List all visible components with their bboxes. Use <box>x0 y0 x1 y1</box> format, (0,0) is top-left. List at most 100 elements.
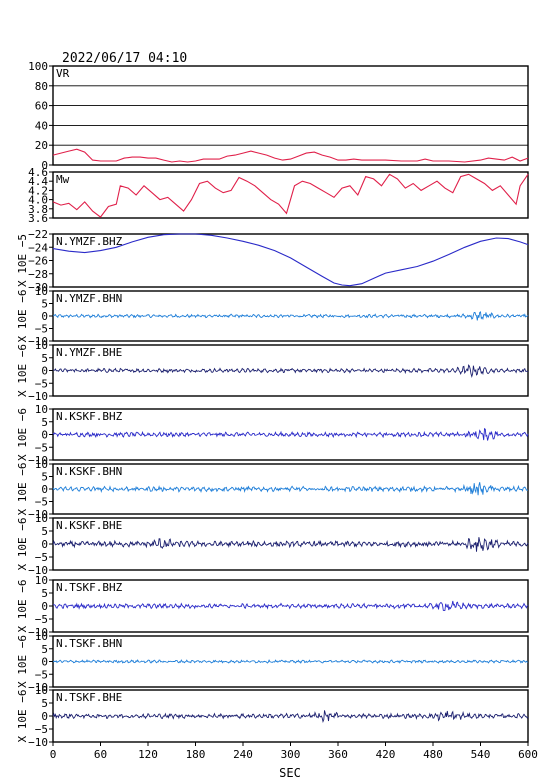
y-tick-label: −5 <box>35 723 48 736</box>
y-tick-label: 0 <box>41 656 48 669</box>
panel-label: N.KSKF.BHE <box>56 519 122 532</box>
y-tick-label: 5 <box>41 643 48 656</box>
panel-n-ymzf-bhz: −22−24−26−28−30 N.YMZF.BHZ X 10E −5 <box>16 228 529 294</box>
y-axis-unit-label: X 10E −6 <box>16 518 29 571</box>
y-tick-label: 0 <box>41 429 48 442</box>
y-tick-label: −10 <box>28 390 48 403</box>
series-line-n-ymzf-bhn <box>52 311 529 321</box>
y-tick-label: −10 <box>28 626 48 639</box>
series-line-n-tskf-bhe <box>52 710 529 724</box>
y-tick-label: −5 <box>35 323 48 336</box>
y-tick-label: 5 <box>41 471 48 484</box>
y-tick-label: −5 <box>35 377 48 390</box>
series-line-vr <box>52 148 529 163</box>
y-tick-label: −10 <box>28 564 48 577</box>
panel-label: VR <box>56 67 70 80</box>
y-axis-unit-label: X 10E −6 <box>16 690 29 743</box>
x-tick-label: 540 <box>471 748 491 761</box>
y-tick-label: 5 <box>41 352 48 365</box>
series-line-n-kskf-bhz <box>52 427 529 441</box>
y-tick-label: 4.6 <box>28 166 48 179</box>
panel-mw: 4.64.44.24.03.83.6 Mw <box>28 166 529 225</box>
y-tick-label: 10 <box>35 458 48 471</box>
y-tick-label: 5 <box>41 298 48 311</box>
y-tick-label: −24 <box>28 241 48 254</box>
series-line-n-ymzf-bhe <box>52 364 529 379</box>
x-tick-label: 420 <box>376 748 396 761</box>
y-tick-label: −5 <box>35 668 48 681</box>
y-tick-label: 3.6 <box>28 212 48 225</box>
y-tick-label: 40 <box>35 119 48 132</box>
y-tick-label: 60 <box>35 100 48 113</box>
y-tick-label: 80 <box>35 80 48 93</box>
series-line-mw <box>52 173 529 218</box>
y-tick-label: −22 <box>28 228 48 241</box>
y-tick-label: −10 <box>28 335 48 348</box>
x-tick-label: 0 <box>50 748 57 761</box>
y-axis-unit-label: X 10E −6 <box>16 635 29 688</box>
y-tick-label: 4.4 <box>28 175 48 188</box>
y-axis-unit-label: X 10E −6 <box>16 463 29 516</box>
panel-stack: 100806040200VR4.64.44.24.03.83.6Mw−22−24… <box>16 60 529 749</box>
y-axis-unit-label: X 10E −5 <box>16 234 29 287</box>
panel-label: N.YMZF.BHE <box>56 346 122 359</box>
panel-frame <box>52 233 529 288</box>
y-tick-label: −5 <box>35 613 48 626</box>
x-tick-label: 300 <box>281 748 301 761</box>
y-tick-label: −5 <box>35 441 48 454</box>
y-tick-label: 20 <box>35 139 48 152</box>
series-line-n-kskf-bhn <box>52 482 529 496</box>
y-tick-label: 4.2 <box>28 184 48 197</box>
y-tick-label: −10 <box>28 508 48 521</box>
x-tick-label: 240 <box>233 748 253 761</box>
series-line-n-tskf-bhz <box>53 600 529 612</box>
timestamp-title: 2022/06/17 04:10 <box>62 51 187 66</box>
x-tick-label: 600 <box>518 748 538 761</box>
y-tick-label: 10 <box>35 574 48 587</box>
x-axis-label: SEC <box>279 766 301 780</box>
panel-label: N.YMZF.BHZ <box>56 235 123 248</box>
y-axis-unit-label: X 10E −6 <box>16 344 29 397</box>
panel-frame <box>52 65 529 166</box>
y-tick-label: −10 <box>28 736 48 749</box>
y-axis-unit-label: X 10E −6 <box>16 580 29 633</box>
y-tick-label: 5 <box>41 416 48 429</box>
panel-label: N.TSKF.BHN <box>56 637 122 650</box>
x-tick-label: 60 <box>94 748 107 761</box>
y-tick-label: 0 <box>41 538 48 551</box>
y-tick-label: 10 <box>35 285 48 298</box>
panel-frame <box>52 171 529 219</box>
y-tick-label: 100 <box>28 60 48 73</box>
y-tick-label: 0 <box>41 159 48 172</box>
y-tick-label: 5 <box>41 525 48 538</box>
y-tick-label: 10 <box>35 339 48 352</box>
x-tick-label: 120 <box>138 748 158 761</box>
y-tick-label: −26 <box>28 255 48 268</box>
y-axis-unit-label: X 10E −6 <box>16 290 29 343</box>
y-tick-label: 5 <box>41 697 48 710</box>
y-tick-label: −5 <box>35 551 48 564</box>
panel-label: N.YMZF.BHN <box>56 292 122 305</box>
y-tick-label: 10 <box>35 403 48 416</box>
series-line-n-tskf-bhn <box>52 659 529 664</box>
y-tick-label: −5 <box>35 496 48 509</box>
x-tick-label: 180 <box>186 748 206 761</box>
panel-label: N.TSKF.BHE <box>56 691 122 704</box>
y-tick-label: 0 <box>41 483 48 496</box>
y-tick-label: 10 <box>35 684 48 697</box>
y-tick-label: −30 <box>28 281 48 294</box>
y-tick-label: −28 <box>28 268 48 281</box>
y-tick-label: 4.0 <box>28 194 48 207</box>
y-tick-label: −10 <box>28 454 48 467</box>
y-tick-label: 0 <box>41 600 48 613</box>
y-tick-label: 10 <box>35 512 48 525</box>
panel-label: N.TSKF.BHZ <box>56 581 123 594</box>
panel-vr: 100 80 60 40 20 0 VR <box>28 60 529 172</box>
